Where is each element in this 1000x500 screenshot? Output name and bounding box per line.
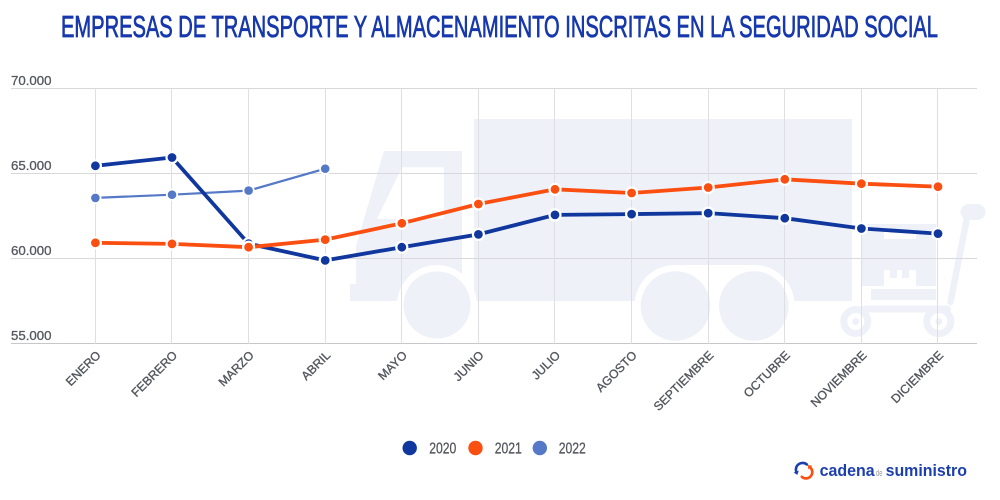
svg-text:2021: 2021: [495, 441, 522, 458]
svg-text:65.000: 65.000: [11, 158, 52, 173]
svg-text:suministro: suministro: [886, 462, 967, 480]
svg-text:55.000: 55.000: [11, 328, 52, 343]
svg-text:2022: 2022: [559, 441, 586, 458]
svg-text:60.000: 60.000: [11, 243, 52, 258]
svg-text:cadena: cadena: [820, 462, 876, 480]
svg-text:70.000: 70.000: [11, 73, 52, 88]
svg-text:EMPRESAS DE TRANSPORTE Y ALMAC: EMPRESAS DE TRANSPORTE Y ALMACENAMIENTO …: [61, 10, 938, 44]
svg-text:2020: 2020: [429, 441, 456, 458]
svg-text:de: de: [876, 468, 883, 479]
